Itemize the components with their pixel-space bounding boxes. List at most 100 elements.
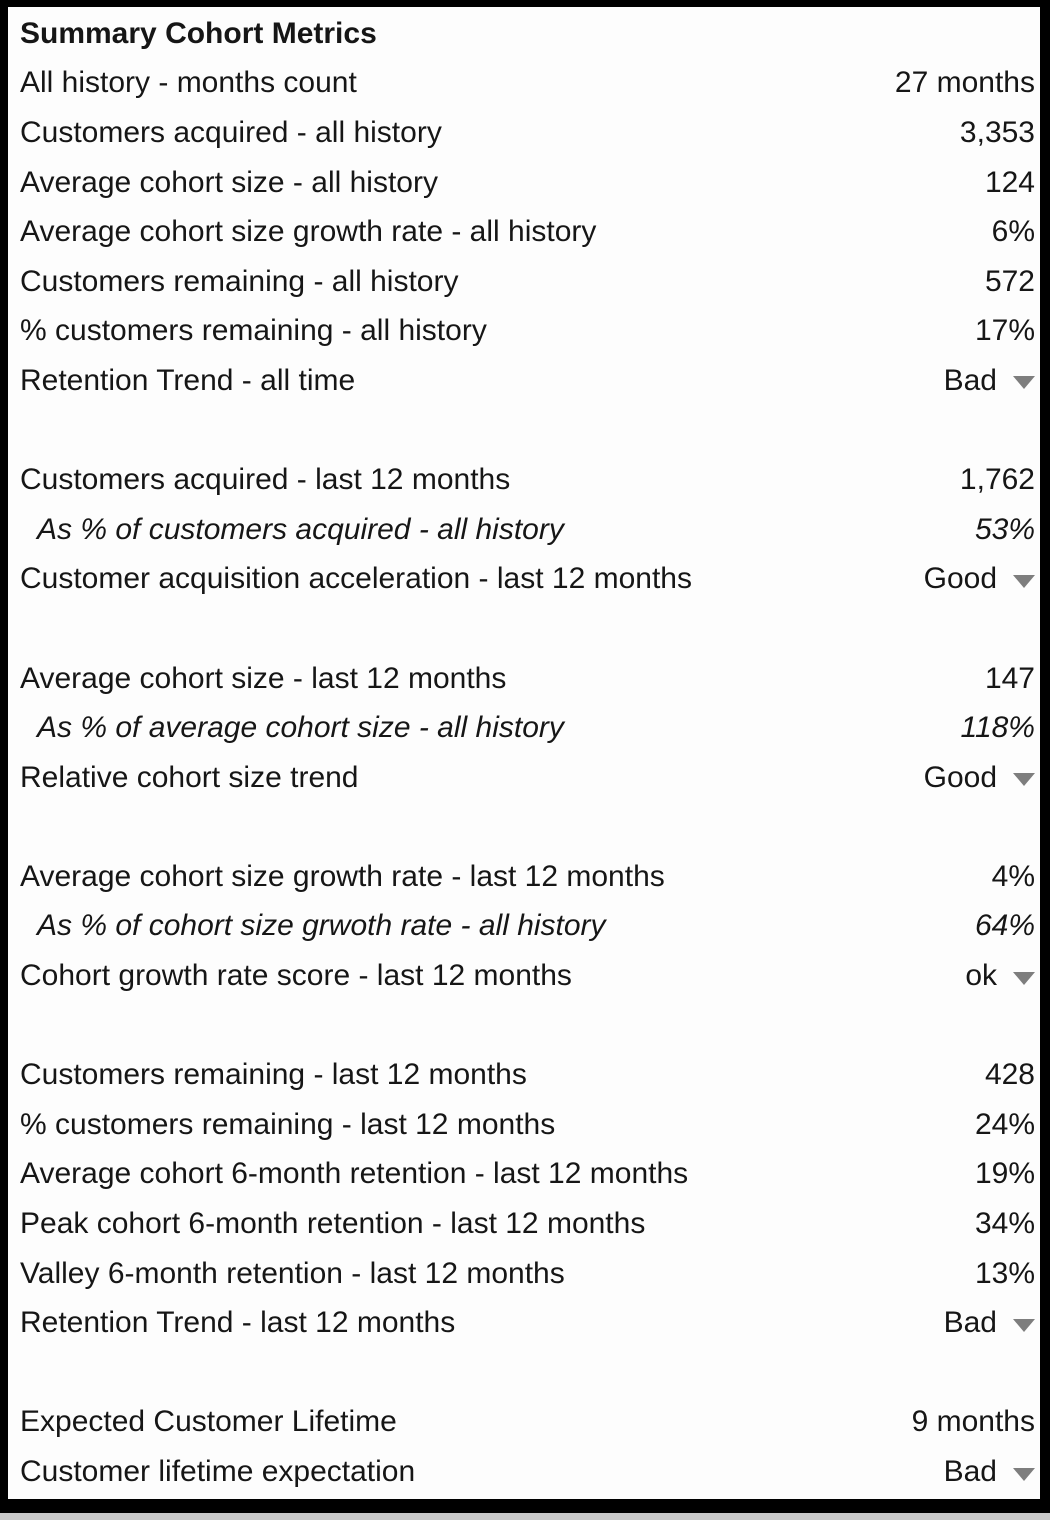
metric-value: 1,762: [959, 463, 1035, 497]
metric-value: 124: [984, 165, 1035, 199]
metric-value: ok: [965, 959, 997, 993]
value-cell: 19%: [975, 1157, 1035, 1191]
value-cell: 34%: [975, 1207, 1035, 1241]
metric-value: 6%: [991, 215, 1035, 249]
metric-label: Average cohort size - last 12 months: [20, 661, 507, 695]
value-cell: 3,353: [960, 116, 1035, 150]
metric-value: 572: [984, 264, 1035, 298]
dropdown-row: Retention Trend - all time Bad: [20, 356, 1035, 406]
metric-label: Average cohort size growth rate - all hi…: [20, 215, 597, 249]
dropdown-cell[interactable]: ok: [965, 959, 1035, 993]
metric-label: Average cohort size - all history: [20, 165, 438, 199]
value-cell: 572: [985, 265, 1035, 299]
metric-value: Bad: [943, 1306, 997, 1340]
metric-value: 428: [984, 1058, 1035, 1092]
metric-label: Retention Trend - all time: [20, 363, 356, 397]
value-cell: 17%: [975, 314, 1035, 348]
table-row: Peak cohort 6-month retention - last 12 …: [20, 1199, 1035, 1249]
value-cell: 118%: [960, 711, 1035, 745]
table-title-row: Summary Cohort Metrics: [20, 9, 1035, 59]
dropdown-arrow-icon[interactable]: [1013, 1318, 1035, 1332]
metric-value: Bad: [943, 1455, 997, 1489]
dropdown-cell[interactable]: Bad: [944, 364, 1035, 398]
metric-label: As % of average cohort size - all histor…: [37, 711, 564, 745]
dropdown-row: Cohort growth rate score - last 12 month…: [20, 951, 1035, 1001]
blank-row: [20, 406, 1035, 456]
dropdown-arrow-icon[interactable]: [1013, 971, 1035, 985]
dropdown-cell[interactable]: Bad: [944, 1306, 1035, 1340]
sub-metric-row: As % of customers acquired - all history…: [20, 505, 1035, 555]
metric-value: Bad: [943, 363, 997, 397]
sub-metric-row: As % of average cohort size - all histor…: [20, 703, 1035, 753]
metric-label: Relative cohort size trend: [20, 760, 359, 794]
blank-row: [20, 803, 1035, 853]
metric-label: Customers acquired - all history: [20, 115, 442, 149]
value-cell: 124: [985, 166, 1035, 200]
blank-row: [20, 604, 1035, 654]
table-rows: Summary Cohort Metrics All history - mon…: [20, 9, 1035, 1497]
metric-label: Customer acquisition acceleration - last…: [20, 562, 692, 596]
metric-value: 4%: [991, 859, 1035, 893]
metric-label: All history - months count: [20, 66, 357, 100]
metric-label: Average cohort 6-month retention - last …: [20, 1157, 689, 1191]
metric-value: Good: [923, 562, 997, 596]
dropdown-cell[interactable]: Good: [924, 761, 1035, 795]
metric-value: 13%: [974, 1256, 1035, 1290]
metric-value: 3,353: [959, 115, 1035, 149]
table-row: Customers remaining - last 12 months 428: [20, 1050, 1035, 1100]
value-cell: 428: [985, 1058, 1035, 1092]
value-cell: 147: [985, 662, 1035, 696]
dropdown-arrow-icon[interactable]: [1013, 1467, 1035, 1481]
table-row: Average cohort size - last 12 months 147: [20, 654, 1035, 704]
metric-value: 27 months: [894, 66, 1035, 100]
dropdown-arrow-icon[interactable]: [1013, 773, 1035, 787]
metric-label: % customers remaining - last 12 months: [20, 1107, 556, 1141]
metric-label: Average cohort size growth rate - last 1…: [20, 859, 665, 893]
metric-label: Retention Trend - last 12 months: [20, 1306, 456, 1340]
table-row: Average cohort size - all history 124: [20, 158, 1035, 208]
metric-label: Customers remaining - last 12 months: [20, 1058, 527, 1092]
table-row: Average cohort size growth rate - last 1…: [20, 852, 1035, 902]
table-row: Valley 6-month retention - last 12 month…: [20, 1249, 1035, 1299]
value-cell: 9 months: [912, 1405, 1035, 1439]
metric-label: Customers remaining - all history: [20, 264, 459, 298]
metric-value: 24%: [974, 1107, 1035, 1141]
dropdown-arrow-icon[interactable]: [1013, 574, 1035, 588]
metric-value: 118%: [960, 711, 1035, 745]
metric-label: Valley 6-month retention - last 12 month…: [20, 1256, 565, 1290]
value-cell: 13%: [975, 1257, 1035, 1291]
table-row: Customers remaining - all history 572: [20, 257, 1035, 307]
table-row: % customers remaining - last 12 months 2…: [20, 1100, 1035, 1150]
table-row: Average cohort size growth rate - all hi…: [20, 207, 1035, 257]
dropdown-row: Customer lifetime expectation Bad: [20, 1447, 1035, 1497]
table-title: Summary Cohort Metrics: [20, 16, 377, 50]
metric-value: 34%: [974, 1207, 1035, 1241]
value-cell: 64%: [975, 909, 1035, 943]
metric-value: 19%: [974, 1157, 1035, 1191]
table-row: Expected Customer Lifetime 9 months: [20, 1398, 1035, 1448]
sub-metric-row: As % of cohort size grwoth rate - all hi…: [20, 902, 1035, 952]
table-row: Customers acquired - all history 3,353: [20, 108, 1035, 158]
table-row: % customers remaining - all history 17%: [20, 307, 1035, 357]
table-row: All history - months count 27 months: [20, 59, 1035, 109]
metric-value: 64%: [974, 909, 1035, 943]
value-cell: 53%: [975, 513, 1035, 547]
dropdown-arrow-icon[interactable]: [1013, 376, 1035, 390]
metric-label: % customers remaining - all history: [20, 314, 487, 348]
metric-label: Cohort growth rate score - last 12 month…: [20, 959, 572, 993]
dropdown-cell[interactable]: Bad: [944, 1455, 1035, 1489]
dropdown-cell[interactable]: Good: [924, 562, 1035, 596]
metric-value: 53%: [974, 512, 1035, 546]
metric-label: As % of cohort size grwoth rate - all hi…: [37, 909, 606, 943]
metric-value: Good: [923, 760, 997, 794]
dropdown-row: Retention Trend - last 12 months Bad: [20, 1298, 1035, 1348]
table-row: Average cohort 6-month retention - last …: [20, 1150, 1035, 1200]
metric-label: Expected Customer Lifetime: [20, 1405, 397, 1439]
metric-value: 17%: [974, 314, 1035, 348]
metric-label: Customers acquired - last 12 months: [20, 463, 511, 497]
dropdown-row: Relative cohort size trend Good: [20, 753, 1035, 803]
metric-label: Customer lifetime expectation: [20, 1455, 416, 1489]
value-cell: 4%: [992, 860, 1035, 894]
metric-label: As % of customers acquired - all history: [37, 512, 564, 546]
